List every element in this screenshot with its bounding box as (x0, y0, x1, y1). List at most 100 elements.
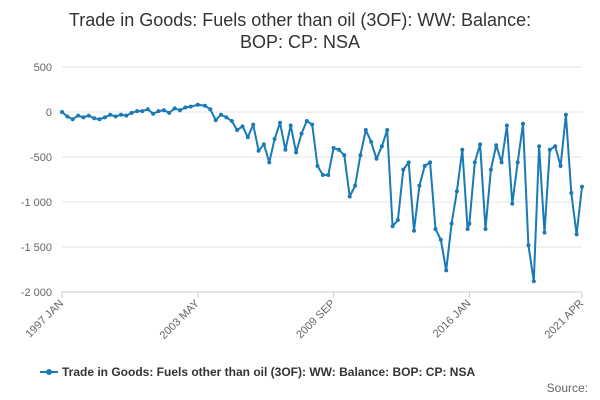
data-point[interactable] (510, 201, 515, 206)
data-point[interactable] (156, 109, 161, 114)
data-point[interactable] (460, 147, 465, 152)
data-point[interactable] (183, 105, 188, 110)
data-point[interactable] (283, 147, 288, 152)
data-point[interactable] (124, 113, 129, 118)
data-point[interactable] (363, 128, 368, 132)
data-point[interactable] (428, 160, 433, 165)
data-point[interactable] (444, 268, 449, 273)
data-point[interactable] (320, 173, 325, 177)
data-point[interactable] (92, 116, 97, 121)
data-point[interactable] (467, 221, 472, 226)
data-point[interactable] (563, 112, 568, 117)
data-point[interactable] (102, 115, 107, 120)
data-point[interactable] (304, 119, 309, 123)
data-point[interactable] (108, 112, 113, 117)
data-point[interactable] (267, 160, 272, 165)
data-point[interactable] (245, 135, 250, 140)
data-point[interactable] (472, 160, 477, 165)
data-point[interactable] (188, 104, 193, 109)
data-point[interactable] (195, 102, 200, 107)
data-point[interactable] (76, 113, 81, 118)
data-point[interactable] (390, 224, 395, 229)
data-point[interactable] (395, 218, 400, 222)
data-point[interactable] (288, 123, 293, 128)
data-point[interactable] (580, 184, 584, 189)
data-point[interactable] (406, 160, 411, 165)
data-point[interactable] (521, 121, 525, 126)
data-point[interactable] (81, 115, 86, 120)
data-point[interactable] (488, 167, 493, 172)
data-point[interactable] (358, 153, 363, 158)
data-point[interactable] (438, 237, 443, 242)
data-point[interactable] (574, 232, 579, 237)
data-point[interactable] (140, 109, 145, 114)
data-point[interactable] (203, 103, 207, 108)
data-point[interactable] (310, 122, 315, 127)
data-point[interactable] (337, 147, 341, 152)
data-point[interactable] (113, 114, 118, 119)
data-point[interactable] (119, 112, 123, 117)
data-point[interactable] (208, 107, 213, 112)
data-point[interactable] (177, 108, 182, 113)
data-point[interactable] (504, 123, 509, 128)
data-point[interactable] (331, 146, 336, 150)
data-point[interactable] (454, 189, 459, 194)
data-point[interactable] (499, 160, 504, 165)
data-point[interactable] (251, 122, 256, 127)
data-point[interactable] (494, 143, 499, 148)
data-point[interactable] (379, 144, 384, 149)
data-point[interactable] (569, 191, 574, 195)
data-point[interactable] (224, 115, 229, 120)
data-point[interactable] (369, 139, 374, 144)
data-point[interactable] (70, 117, 75, 122)
data-point[interactable] (515, 160, 520, 165)
data-point[interactable] (60, 110, 64, 114)
legend-label[interactable]: Trade in Goods: Fuels other than oil (3O… (62, 365, 475, 379)
data-point[interactable] (278, 120, 282, 125)
data-point[interactable] (151, 111, 156, 116)
data-point[interactable] (401, 167, 406, 172)
data-point[interactable] (353, 183, 358, 188)
data-point[interactable] (256, 148, 261, 153)
data-point[interactable] (219, 112, 223, 117)
data-point[interactable] (385, 128, 390, 132)
data-point[interactable] (449, 221, 454, 226)
legend[interactable]: Trade in Goods: Fuels other than oil (3O… (40, 365, 475, 379)
data-point[interactable] (374, 156, 379, 161)
data-point[interactable] (97, 117, 102, 122)
data-point[interactable] (261, 142, 266, 147)
data-point[interactable] (465, 227, 470, 231)
data-point[interactable] (240, 124, 245, 129)
data-point[interactable] (422, 164, 427, 168)
data-point[interactable] (433, 227, 438, 231)
data-point[interactable] (145, 107, 150, 112)
data-point[interactable] (135, 109, 140, 114)
data-point[interactable] (526, 243, 531, 248)
data-point[interactable] (558, 164, 563, 168)
data-point[interactable] (272, 137, 277, 141)
data-point[interactable] (235, 128, 240, 132)
data-point[interactable] (342, 153, 347, 158)
data-point[interactable] (294, 150, 299, 155)
data-point[interactable] (542, 230, 547, 235)
data-point[interactable] (161, 108, 166, 113)
data-point[interactable] (299, 131, 304, 136)
data-point[interactable] (86, 113, 91, 118)
data-point[interactable] (412, 228, 416, 233)
data-point[interactable] (65, 114, 70, 119)
data-point[interactable] (213, 118, 218, 123)
data-point[interactable] (167, 110, 172, 115)
data-point[interactable] (547, 147, 552, 152)
data-point[interactable] (478, 142, 483, 147)
data-point[interactable] (537, 144, 542, 149)
data-point[interactable] (483, 227, 488, 231)
data-point[interactable] (347, 194, 352, 199)
data-point[interactable] (315, 164, 320, 168)
data-point[interactable] (326, 173, 331, 177)
data-point[interactable] (172, 106, 177, 111)
data-point[interactable] (531, 279, 536, 284)
data-point[interactable] (553, 144, 558, 149)
data-point[interactable] (129, 110, 134, 115)
data-point[interactable] (229, 119, 234, 123)
data-point[interactable] (417, 183, 422, 188)
